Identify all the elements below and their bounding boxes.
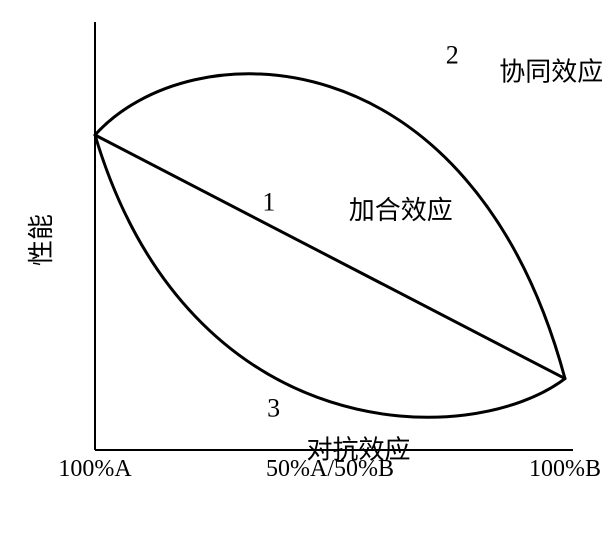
x-tick-1: 50%A/50%B [266,456,394,482]
x-tick-0: 100%A [58,456,132,482]
curve-num-antagonism: 3 [267,393,280,422]
curve-label-additive: 加合效应 [349,196,453,225]
curve-num-synergy: 2 [446,41,459,70]
chart-svg: 2协同效应1加合效应3对抗效应100%A50%A/50%B100%B性能 [0,0,602,534]
y-axis-label: 性能 [27,214,56,266]
curve-num-additive: 1 [262,188,275,217]
effect-diagram: 2协同效应1加合效应3对抗效应100%A50%A/50%B100%B性能 [0,0,602,534]
curve-label-synergy: 协同效应 [499,57,602,86]
x-tick-2: 100%B [529,456,601,482]
